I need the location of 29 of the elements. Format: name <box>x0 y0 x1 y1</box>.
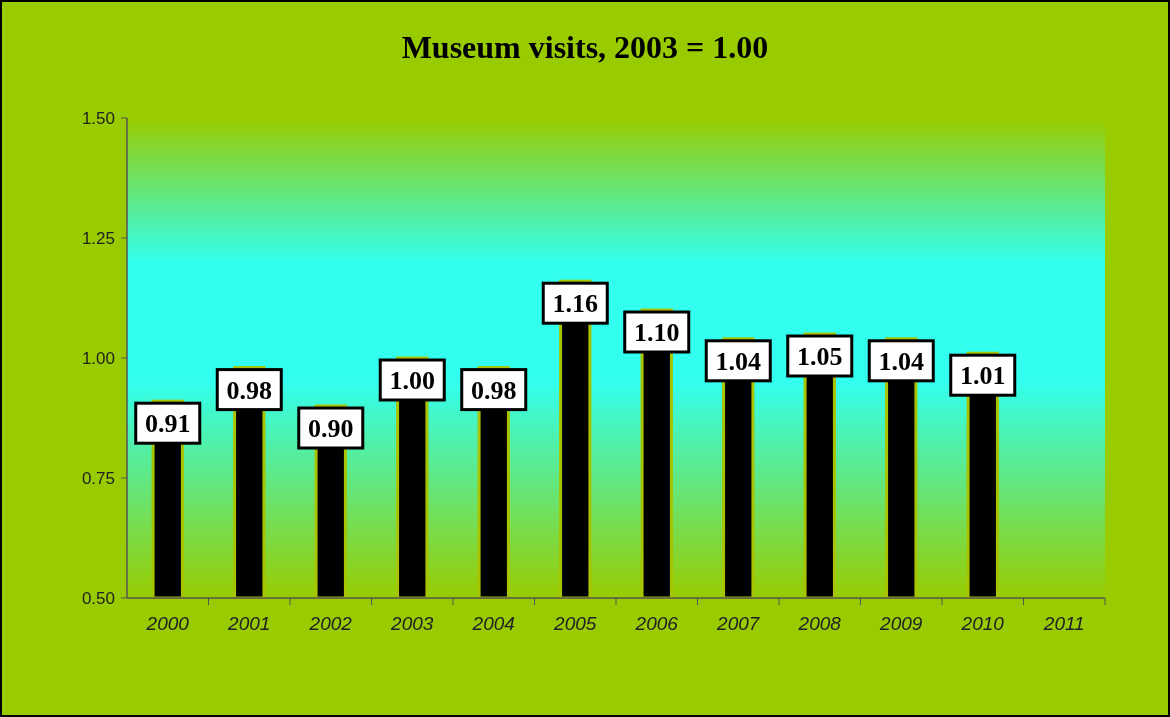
y-tick-label: 1.00 <box>81 349 115 368</box>
x-tick-label: 2003 <box>390 613 434 634</box>
x-tick-label: 2011 <box>1042 613 1085 634</box>
data-label: 0.91 <box>145 409 191 439</box>
y-tick-label: 0.75 <box>81 469 115 488</box>
y-tick-label: 0.50 <box>81 589 115 608</box>
x-tick-label: 2005 <box>553 613 597 634</box>
data-label: 1.04 <box>878 346 924 376</box>
x-tick-label: 2007 <box>716 613 761 634</box>
data-label: 1.01 <box>960 361 1006 391</box>
x-tick-label: 2004 <box>471 613 515 634</box>
x-tick-label: 2000 <box>145 613 190 634</box>
x-tick-label: 2006 <box>634 613 679 634</box>
x-tick-label: 2002 <box>308 613 353 634</box>
data-label: 1.16 <box>552 289 598 319</box>
data-label: 1.04 <box>715 346 761 376</box>
data-label: 0.90 <box>308 414 354 443</box>
y-tick-label: 1.50 <box>81 109 115 128</box>
x-tick-label: 2001 <box>227 613 271 634</box>
data-label: 0.98 <box>226 375 272 405</box>
chart-title: Museum visits, 2003 = 1.00 <box>401 29 769 65</box>
y-tick-label: 1.25 <box>81 229 115 248</box>
data-label: 1.05 <box>797 342 843 371</box>
x-tick-label: 2010 <box>960 613 1005 634</box>
data-label: 0.98 <box>471 375 517 405</box>
x-tick-label: 2008 <box>797 613 842 634</box>
data-label: 1.10 <box>634 318 680 347</box>
x-tick-label: 2009 <box>879 613 923 634</box>
data-label: 1.00 <box>389 366 435 395</box>
